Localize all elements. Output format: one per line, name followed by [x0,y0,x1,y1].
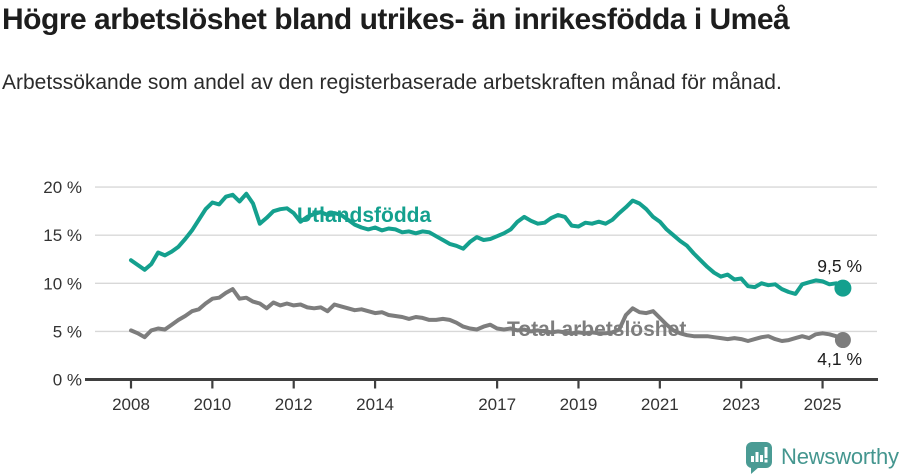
series-label-total: Total arbetslöshet [507,318,686,341]
series-label-utlandsfodda: Utlandsfödda [297,204,431,227]
y-tick-label-15: 15 % [43,226,82,245]
y-tick-label-10: 10 % [43,274,82,293]
end-value-label-utlandsfodda: 9,5 % [817,256,862,276]
series-end-dot-total [834,332,851,349]
newsworthy-logo: Newsworthy [744,440,899,474]
x-tick-label-2021: 2021 [641,395,679,414]
series-end-dot-utlandsfodda [834,279,852,297]
newsworthy-logo-text: Newsworthy [781,444,899,469]
x-tick-label-2019: 2019 [560,395,598,414]
chart-subtitle: Arbetssökande som andel av den registerb… [2,71,782,94]
end-value-label-total: 4,1 % [817,349,862,369]
y-tick-label-5: 5 % [53,322,82,341]
y-tick-label-20: 20 % [43,178,82,197]
series-line-total [129,287,845,343]
y-tick-label-0: 0 % [53,371,82,390]
x-tick-label-2010: 2010 [193,395,231,414]
x-tick-label-2012: 2012 [275,395,313,414]
x-tick-label-2008: 2008 [112,395,150,414]
x-tick-label-2014: 2014 [356,395,394,414]
x-tick-label-2023: 2023 [722,395,760,414]
x-tick-label-2025: 2025 [804,395,842,414]
x-tick-label-2017: 2017 [478,395,516,414]
newsworthy-logo-icon [746,442,772,474]
chart-title: Högre arbetslöshet bland utrikes- än inr… [2,3,790,36]
series-line-utlandsfodda [129,191,845,296]
